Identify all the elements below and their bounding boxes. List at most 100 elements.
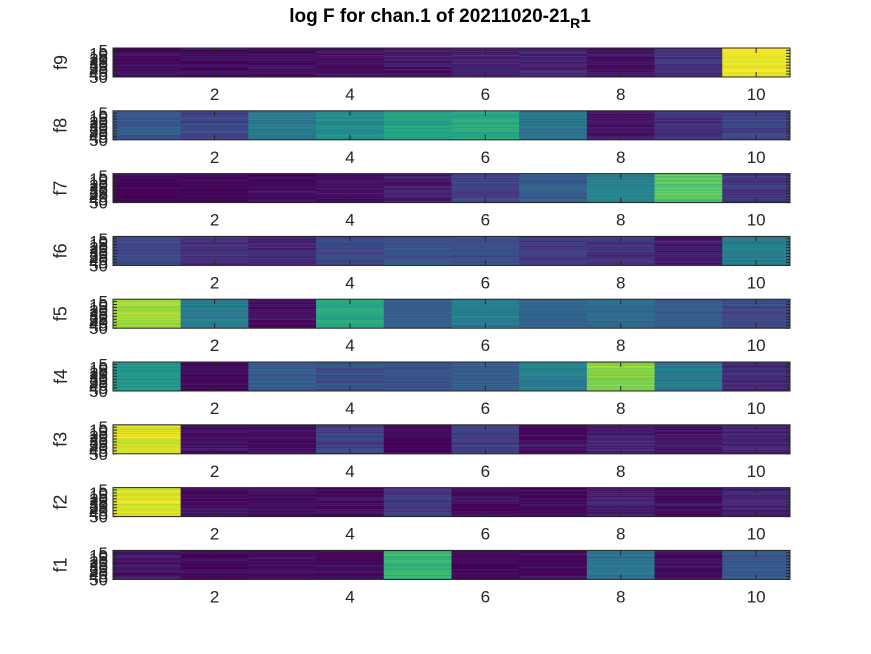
heatmap-row: [519, 378, 588, 380]
heatmap-row: [586, 67, 655, 69]
heatmap-row: [451, 568, 520, 570]
heatmap-row: [586, 430, 655, 431]
heatmap-row: [519, 120, 588, 122]
heatmap-row: [316, 186, 385, 188]
heatmap-row: [180, 573, 249, 575]
heatmap-row: [248, 125, 317, 127]
heatmap-row: [654, 428, 723, 430]
heatmap-row: [451, 70, 520, 71]
heatmap-row: [113, 378, 182, 380]
heatmap-row: [654, 379, 723, 381]
heatmap-row: [654, 555, 723, 557]
heatmap-row: [383, 388, 452, 390]
heatmap-row: [316, 374, 385, 376]
heatmap-row: [248, 72, 317, 74]
heatmap-row: [586, 245, 655, 247]
heatmap-row: [722, 562, 791, 564]
heatmap-row: [722, 190, 791, 192]
heatmap-row: [180, 372, 249, 374]
heatmap-row: [180, 314, 249, 316]
heatmap-row: [113, 64, 182, 66]
heatmap-row: [654, 60, 723, 62]
heatmap-row: [586, 68, 655, 70]
heatmap-row: [113, 560, 182, 562]
heatmap-row: [316, 259, 385, 260]
heatmap-row: [180, 429, 249, 431]
heatmap-row: [248, 301, 317, 303]
heatmap-row: [248, 552, 317, 554]
heatmap-row: [180, 120, 249, 122]
heatmap-row: [451, 377, 520, 379]
heatmap-row: [113, 507, 182, 509]
heatmap-row: [451, 253, 520, 255]
heatmap-row: [451, 446, 520, 448]
heatmap-row: [383, 71, 452, 73]
heatmap-row: [451, 557, 520, 559]
heatmap-row: [248, 374, 317, 376]
heatmap-row: [519, 175, 588, 177]
heatmap-row: [383, 135, 452, 137]
heatmap-cell-f3-1: [113, 424, 182, 455]
heatmap-row: [316, 54, 385, 56]
x-tick-label: 4: [345, 336, 354, 355]
heatmap-row: [451, 497, 520, 499]
heatmap-row: [519, 560, 588, 562]
heatmap-row: [654, 175, 723, 177]
heatmap-row: [316, 559, 385, 561]
heatmap-row: [180, 59, 249, 61]
heatmap-row: [722, 178, 791, 180]
heatmap-row: [451, 571, 520, 573]
heatmap-row: [383, 317, 452, 319]
heatmap-row: [383, 441, 452, 442]
heatmap-row: [654, 248, 723, 249]
heatmap-row: [180, 448, 249, 449]
heatmap-row: [248, 366, 317, 368]
heatmap-row: [654, 317, 723, 319]
heatmap-row: [248, 247, 317, 249]
heatmap-row: [113, 71, 182, 73]
heatmap-row: [654, 125, 723, 127]
heatmap-row: [248, 259, 317, 260]
heatmap-row: [180, 431, 249, 433]
heatmap-row: [586, 508, 655, 510]
heatmap-row: [180, 70, 249, 72]
heatmap-row: [248, 305, 317, 306]
heatmap-row: [113, 313, 182, 315]
heatmap-row: [519, 556, 588, 558]
x-tick-label: 10: [747, 399, 766, 418]
heatmap-row: [654, 449, 723, 451]
heatmap-row: [722, 498, 791, 499]
heatmap-row: [248, 111, 317, 113]
heatmap-row: [654, 189, 723, 191]
heatmap-row: [519, 69, 588, 71]
heatmap-row: [113, 443, 182, 445]
heatmap-row: [248, 130, 317, 132]
heatmap-row: [113, 427, 182, 429]
heatmap-row: [451, 259, 520, 261]
heatmap-row: [654, 134, 723, 136]
heatmap-row: [383, 299, 452, 301]
heatmap-row: [451, 378, 520, 380]
heatmap-row: [519, 48, 588, 50]
heatmap-row: [383, 117, 452, 119]
heatmap-row: [654, 436, 723, 438]
heatmap-row: [519, 375, 588, 377]
heatmap-row: [248, 306, 317, 308]
heatmap-row: [180, 433, 249, 435]
heatmap-row: [113, 362, 182, 364]
heatmap-row: [654, 310, 723, 312]
heatmap-row: [519, 304, 588, 306]
heatmap-row: [519, 261, 588, 263]
heatmap-row: [248, 58, 317, 60]
heatmap-row: [113, 432, 182, 434]
heatmap-row: [113, 61, 182, 63]
heatmap-row: [180, 506, 249, 508]
heatmap-row: [383, 495, 452, 497]
heatmap-row: [519, 116, 588, 117]
heatmap-row: [180, 510, 249, 512]
heatmap-row: [451, 116, 520, 118]
heatmap-row: [180, 431, 249, 433]
heatmap-row: [248, 55, 317, 57]
heatmap-row: [113, 186, 182, 188]
